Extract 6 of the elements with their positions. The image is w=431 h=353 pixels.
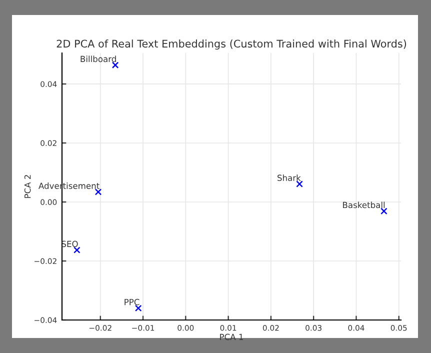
annotation: Shark bbox=[278, 174, 301, 181]
y-axis-title: PCA 2 bbox=[24, 175, 31, 198]
annotation: Billboard bbox=[80, 56, 116, 62]
chart-title: 2D PCA of Real Text Embeddings (Custom Trained with Final Words) bbox=[56, 40, 406, 50]
annotation: PPC bbox=[124, 298, 140, 306]
annotation: Basketball bbox=[343, 202, 385, 208]
